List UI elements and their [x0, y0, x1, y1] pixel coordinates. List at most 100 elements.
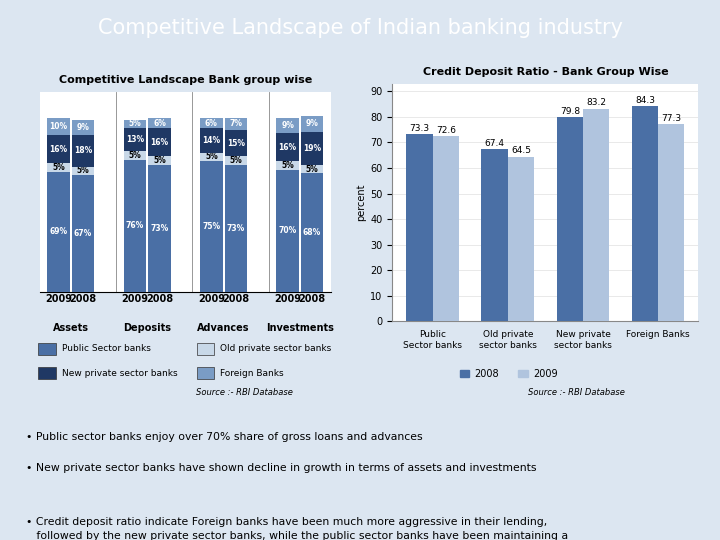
Text: 13%: 13%	[126, 135, 144, 144]
Text: • New private sector banks have shown decline in growth in terms of assets and i: • New private sector banks have shown de…	[26, 463, 536, 472]
Text: 9%: 9%	[76, 123, 89, 132]
Text: Competitive Landscape of Indian banking industry: Competitive Landscape of Indian banking …	[97, 18, 623, 38]
Text: 15%: 15%	[227, 139, 245, 147]
Text: Foreign Banks: Foreign Banks	[220, 369, 284, 377]
Text: 5%: 5%	[153, 156, 166, 165]
Text: Assets: Assets	[53, 323, 89, 333]
Text: Advances: Advances	[197, 323, 250, 333]
Bar	[124, 151, 146, 159]
Bar	[632, 106, 658, 321]
Text: 77.3: 77.3	[661, 113, 681, 123]
Bar	[406, 134, 433, 321]
Text: 6%: 6%	[205, 119, 217, 127]
Title: Credit Deposit Ratio - Bank Group Wise: Credit Deposit Ratio - Bank Group Wise	[423, 68, 668, 77]
FancyBboxPatch shape	[197, 343, 214, 355]
Text: 5%: 5%	[129, 119, 141, 129]
Bar	[48, 172, 70, 292]
Text: 73%: 73%	[150, 224, 168, 233]
Text: 64.5: 64.5	[511, 146, 531, 155]
Bar	[557, 117, 583, 321]
Bar	[72, 119, 94, 135]
Bar	[200, 153, 222, 161]
Text: 79.8: 79.8	[559, 107, 580, 116]
Text: Source :- RBI Database: Source :- RBI Database	[528, 388, 624, 397]
Text: 14%: 14%	[202, 136, 220, 145]
Text: 5%: 5%	[53, 163, 65, 172]
Bar	[508, 157, 534, 321]
Bar	[148, 129, 171, 156]
Bar	[276, 170, 299, 292]
Bar	[200, 161, 222, 292]
Text: Old private sector banks: Old private sector banks	[220, 345, 332, 353]
Text: 5%: 5%	[230, 156, 242, 165]
Title: Competitive Landscape Bank group wise: Competitive Landscape Bank group wise	[59, 76, 312, 85]
Bar	[72, 166, 94, 175]
Bar	[276, 118, 299, 133]
Bar	[148, 156, 171, 165]
Bar	[48, 163, 70, 172]
FancyBboxPatch shape	[38, 343, 55, 355]
Bar	[124, 119, 146, 129]
Bar	[148, 165, 171, 292]
FancyBboxPatch shape	[38, 367, 55, 379]
Text: 5%: 5%	[282, 161, 294, 170]
Text: Public Sector banks: Public Sector banks	[62, 345, 151, 353]
Text: 75%: 75%	[202, 222, 220, 231]
Bar	[225, 130, 247, 156]
Text: 7%: 7%	[229, 119, 243, 129]
Text: 16%: 16%	[50, 145, 68, 154]
Text: 84.3: 84.3	[635, 96, 655, 105]
Text: • Credit deposit ratio indicate Foreign banks have been much more aggressive in : • Credit deposit ratio indicate Foreign …	[26, 517, 568, 540]
Bar	[301, 132, 323, 165]
Text: 76%: 76%	[126, 221, 144, 230]
Bar	[124, 129, 146, 151]
Text: • Public sector banks enjoy over 70% share of gross loans and advances: • Public sector banks enjoy over 70% sha…	[26, 432, 423, 442]
Bar	[148, 118, 171, 129]
Legend: 2008, 2009: 2008, 2009	[456, 365, 562, 383]
Text: 70%: 70%	[279, 226, 297, 235]
FancyBboxPatch shape	[197, 367, 214, 379]
Bar	[72, 135, 94, 166]
Text: 5%: 5%	[205, 152, 217, 161]
Text: 6%: 6%	[153, 119, 166, 127]
Bar	[658, 124, 685, 321]
Text: 18%: 18%	[74, 146, 92, 156]
Text: 73.3: 73.3	[410, 124, 430, 133]
Bar	[48, 135, 70, 163]
Bar	[301, 173, 323, 292]
Text: 72.6: 72.6	[436, 125, 456, 134]
Text: 67.4: 67.4	[485, 139, 505, 148]
Text: 19%: 19%	[303, 144, 321, 153]
Bar	[225, 165, 247, 292]
Bar	[48, 118, 70, 135]
Bar	[276, 133, 299, 161]
Bar	[583, 109, 609, 321]
Text: 16%: 16%	[150, 138, 168, 147]
Text: 67%: 67%	[74, 229, 92, 238]
Y-axis label: percent: percent	[356, 184, 366, 221]
Bar	[225, 118, 247, 130]
Text: 83.2: 83.2	[586, 98, 606, 107]
Text: 73%: 73%	[227, 224, 245, 233]
Bar	[276, 161, 299, 170]
Text: Investments: Investments	[266, 323, 334, 333]
Text: 10%: 10%	[50, 122, 68, 131]
Text: 9%: 9%	[306, 119, 318, 129]
Text: 69%: 69%	[50, 227, 68, 236]
Text: 16%: 16%	[279, 143, 297, 152]
Text: 5%: 5%	[129, 151, 141, 160]
Bar	[301, 165, 323, 173]
Bar	[124, 159, 146, 292]
Bar	[225, 156, 247, 165]
Bar	[301, 116, 323, 132]
Text: Deposits: Deposits	[123, 323, 171, 333]
Text: 9%: 9%	[282, 121, 294, 130]
Text: 5%: 5%	[77, 166, 89, 176]
Text: 5%: 5%	[306, 165, 318, 174]
Bar	[72, 175, 94, 292]
Bar	[482, 149, 508, 321]
Bar	[200, 118, 222, 129]
Text: New private sector banks: New private sector banks	[62, 369, 178, 377]
Text: Source :- RBI Database: Source :- RBI Database	[197, 388, 293, 397]
Bar	[433, 136, 459, 321]
